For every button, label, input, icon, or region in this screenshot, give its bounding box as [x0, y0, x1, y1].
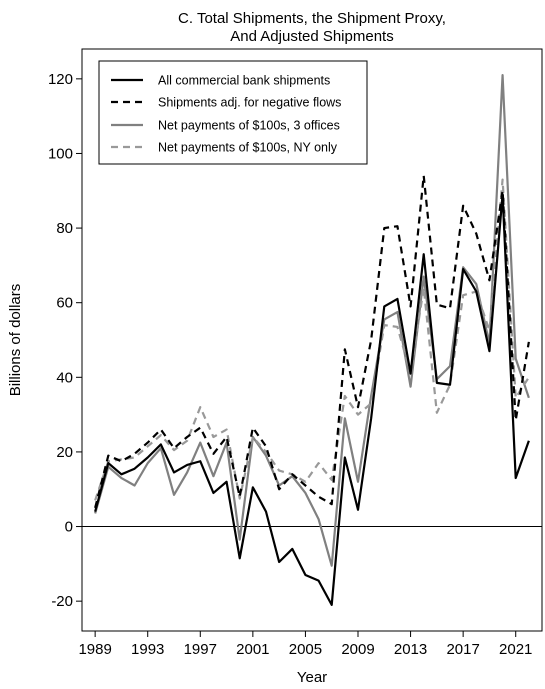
- x-tick-label: 1989: [78, 641, 111, 658]
- x-tick-label: 2005: [289, 641, 322, 658]
- series-line-1: [94, 193, 530, 606]
- y-tick-label: 120: [48, 71, 73, 88]
- x-axis-label: Year: [297, 669, 327, 686]
- legend-box: [98, 60, 368, 165]
- legend-label-1: All commercial bank shipments: [158, 74, 330, 88]
- y-tick-label: 20: [56, 444, 73, 461]
- y-axis-label: Billions of dollars: [7, 284, 24, 397]
- legend-label-2: Shipments adj. for negative flows: [158, 96, 341, 110]
- x-tick-label: 2001: [236, 641, 269, 658]
- x-tick-label: 2021: [499, 641, 532, 658]
- series-line-4: [94, 178, 530, 501]
- y-tick-label: 60: [56, 295, 73, 312]
- series-line-2: [94, 174, 530, 509]
- y-tick-label: 0: [65, 519, 73, 536]
- y-tick-label: -20: [51, 593, 73, 610]
- series-lines: [94, 74, 530, 606]
- x-tick-label: 1997: [184, 641, 217, 658]
- y-tick-label: 100: [48, 145, 73, 162]
- x-tick-label: 1993: [131, 641, 164, 658]
- y-tick-label: 40: [56, 369, 73, 386]
- series-line-3: [94, 74, 530, 567]
- chart-title-line2: And Adjusted Shipments: [230, 28, 393, 45]
- x-tick-label: 2017: [446, 641, 479, 658]
- chart-title-line1: C. Total Shipments, the Shipment Proxy,: [178, 10, 446, 27]
- x-tick-label: 2013: [394, 641, 427, 658]
- x-tick-label: 2009: [341, 641, 374, 658]
- legend-label-4: Net payments of $100s, NY only: [158, 141, 338, 155]
- legend: All commercial bank shipments Shipments a…: [98, 60, 368, 165]
- y-tick-label: 80: [56, 220, 73, 237]
- legend-label-3: Net payments of $100s, 3 offices: [158, 119, 340, 133]
- y-axis-ticks: -20 0 20 40 60 80 100 120: [48, 71, 82, 610]
- x-axis-ticks: 1989 1993 1997 2001 2005 2009 2013 2017 2021: [78, 631, 532, 658]
- plot-area-frame: [81, 48, 543, 632]
